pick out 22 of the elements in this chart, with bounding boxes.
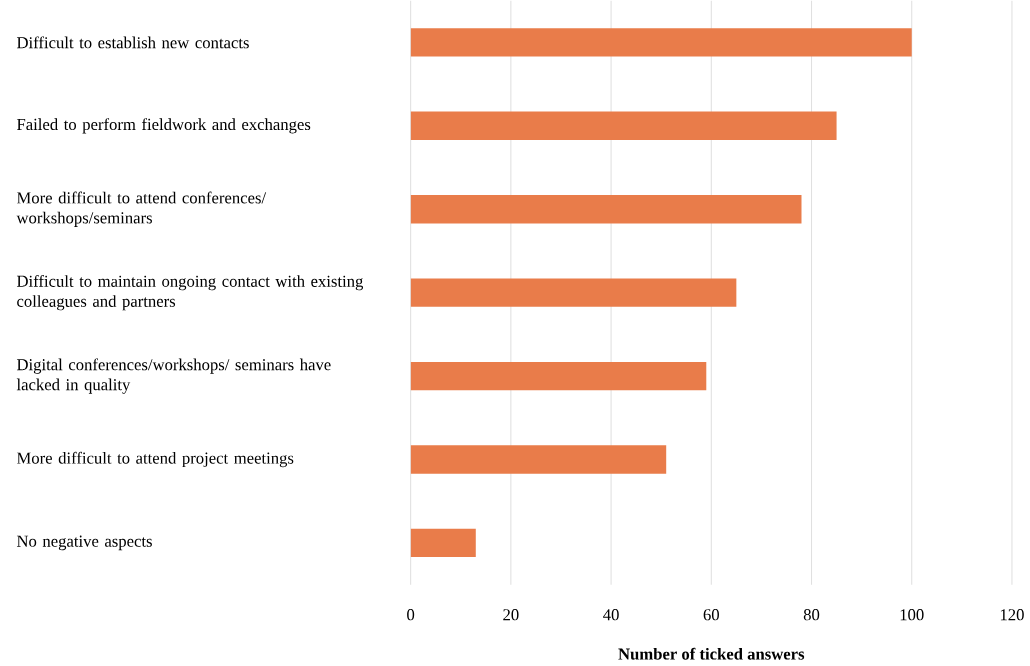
y-tick-label: No negative aspects <box>16 535 152 551</box>
y-tick-label: Difficult to establish new contacts <box>16 36 249 49</box>
bar <box>410 361 707 391</box>
x-tick-label: 80 <box>803 609 820 621</box>
y-tick-label: Difficult to maintain ongoing contact with existing colleagues and partners <box>16 275 364 311</box>
bar <box>410 445 667 474</box>
y-tick-label: Digital conferences/workshops/ seminars have lacked in quality <box>16 358 331 394</box>
bar <box>410 28 912 57</box>
bar <box>410 111 837 140</box>
x-tick-label: 0 <box>407 609 415 621</box>
y-tick-label: More difficult to attend project meetings <box>16 451 294 468</box>
x-axis-title: Number of ticked answers <box>618 647 805 660</box>
x-tick-label: 20 <box>503 609 519 621</box>
y-tick-label: More difficult to attend conferences/ workshops/seminars <box>16 191 267 227</box>
x-tick-label: 120 <box>1000 609 1024 621</box>
x-tick-label: 60 <box>703 609 719 621</box>
bar <box>410 278 737 307</box>
x-tick-label: 100 <box>900 609 924 621</box>
y-tick-label: Failed to perform fieldwork and exchanges <box>16 118 311 134</box>
bar <box>410 528 476 558</box>
x-tick-label: 40 <box>603 609 619 621</box>
bar <box>410 195 802 224</box>
